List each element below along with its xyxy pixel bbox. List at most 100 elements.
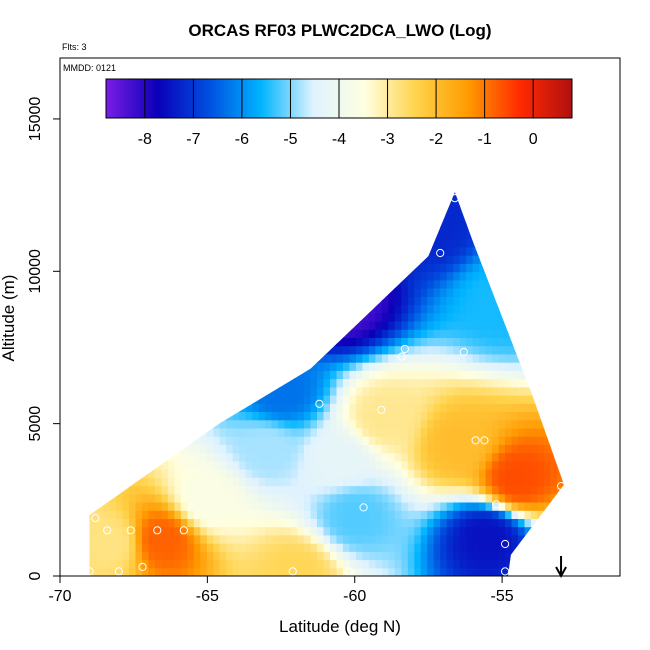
heatmap-cell	[96, 485, 104, 495]
heatmap-cell	[407, 518, 415, 528]
heatmap-cell	[531, 304, 539, 314]
heatmap-cell	[355, 395, 363, 404]
heatmap-cell	[167, 518, 175, 528]
heatmap-cell	[141, 238, 149, 248]
heatmap-cell	[89, 419, 91, 429]
heatmap-cell	[148, 329, 156, 338]
heatmap-cell	[492, 246, 500, 256]
heatmap-cell	[492, 263, 500, 273]
heatmap-cell	[368, 427, 376, 437]
heatmap-cell	[89, 378, 91, 388]
heatmap-cell	[544, 296, 552, 306]
heatmap-cell	[122, 238, 130, 248]
heatmap-cell	[317, 173, 324, 182]
heatmap-cell	[336, 337, 344, 347]
heatmap-cell	[219, 362, 227, 371]
heatmap-cell	[570, 527, 577, 536]
heatmap-cell	[310, 337, 318, 347]
heatmap-cell	[381, 337, 389, 347]
heatmap-cell	[258, 214, 266, 223]
heatmap-cell	[226, 485, 234, 495]
heatmap-cell	[135, 370, 143, 380]
heatmap-cell	[219, 460, 227, 470]
heatmap-cell	[135, 329, 143, 338]
heatmap-cell	[381, 271, 389, 281]
heatmap-cell	[355, 230, 363, 240]
heatmap-cell	[122, 279, 130, 289]
heatmap-cell	[427, 263, 435, 273]
heatmap-cell	[336, 452, 344, 462]
heatmap-cell	[531, 551, 539, 561]
heatmap-cell	[388, 477, 396, 487]
heatmap-cell	[388, 222, 396, 231]
heatmap-cell	[336, 362, 344, 371]
heatmap-cell	[187, 192, 195, 199]
heatmap-cell	[511, 534, 519, 544]
heatmap-cell	[180, 559, 188, 569]
heatmap-cell	[498, 205, 506, 215]
sample-point	[138, 562, 147, 572]
heatmap-cell	[401, 510, 409, 519]
heatmap-cell	[498, 567, 506, 576]
heatmap-cell	[200, 419, 208, 429]
heatmap-cell	[433, 296, 441, 306]
heatmap-cell	[297, 403, 305, 412]
heatmap-cell	[420, 214, 428, 223]
heatmap-cell	[271, 214, 279, 223]
heatmap-cell	[271, 255, 279, 264]
heatmap-cell	[317, 534, 325, 544]
heatmap-cell	[349, 353, 357, 363]
heatmap-cell	[498, 411, 506, 421]
heatmap-cell	[317, 386, 325, 396]
heatmap-cell	[194, 181, 201, 190]
heatmap-cell	[291, 534, 299, 544]
heatmap-cell	[381, 230, 389, 240]
heatmap-cell	[427, 362, 435, 371]
heatmap-cell	[492, 296, 500, 306]
heatmap-cell	[232, 567, 240, 576]
heatmap-cell	[368, 205, 376, 215]
heatmap-cell	[362, 337, 370, 347]
heatmap-cell	[433, 321, 441, 330]
heatmap-cell	[531, 559, 539, 569]
heatmap-cell	[420, 386, 428, 396]
heatmap-cell	[414, 378, 422, 388]
heatmap-cell	[187, 411, 195, 421]
heatmap-cell	[563, 214, 564, 223]
heatmap-cell	[453, 238, 461, 248]
heatmap-cell	[193, 197, 201, 207]
heatmap-cell	[258, 279, 266, 289]
heatmap-cell	[433, 559, 441, 569]
heatmap-cell	[433, 526, 441, 536]
heatmap-cell	[518, 329, 526, 338]
heatmap-cell	[330, 518, 338, 528]
heatmap-cell	[89, 214, 91, 223]
heatmap-cell	[550, 304, 558, 314]
heatmap-cell	[200, 427, 208, 437]
heatmap-cell	[537, 230, 545, 240]
heatmap-cell	[570, 288, 577, 297]
heatmap-cell	[245, 246, 253, 256]
heatmap-cell	[174, 312, 182, 322]
heatmap-cell	[154, 230, 162, 240]
heatmap-cell	[336, 403, 344, 412]
heatmap-cell	[427, 214, 435, 223]
heatmap-cell	[511, 192, 519, 199]
heatmap-cell	[297, 255, 305, 264]
heatmap-cell	[323, 493, 331, 503]
heatmap-cell	[453, 321, 461, 330]
colorbar-tick-label: -5	[283, 131, 297, 148]
y-tick-label: 15000	[27, 97, 44, 142]
heatmap-cell	[122, 444, 130, 454]
heatmap-cell	[219, 411, 227, 421]
heatmap-cell	[89, 502, 91, 511]
heatmap-cell	[407, 321, 415, 330]
heatmap-cell	[349, 288, 357, 297]
heatmap-cell	[89, 436, 91, 445]
heatmap-cell	[96, 370, 104, 380]
heatmap-cell	[388, 271, 396, 281]
heatmap-cell	[479, 288, 487, 297]
heatmap-cell	[479, 222, 487, 231]
heatmap-cell	[193, 214, 201, 223]
heatmap-cell	[109, 386, 117, 396]
